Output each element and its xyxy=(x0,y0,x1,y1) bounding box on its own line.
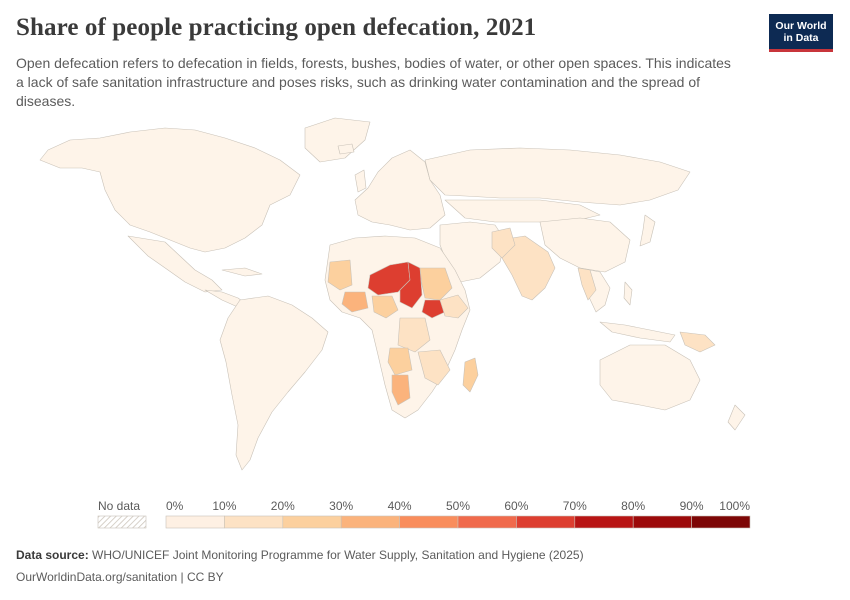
legend-tick-label-9: 90% xyxy=(680,499,704,513)
country-cuba[interactable] xyxy=(221,267,263,277)
chart-title: Share of people practicing open defecati… xyxy=(16,14,537,41)
country-new-zealand[interactable] xyxy=(727,404,746,431)
country-china[interactable] xyxy=(539,217,631,273)
country-iceland[interactable] xyxy=(337,143,355,155)
country-indonesia[interactable] xyxy=(599,321,676,343)
country-mexico[interactable] xyxy=(127,235,223,293)
legend-bin-7[interactable] xyxy=(574,515,634,529)
legend-tick-label-2: 20% xyxy=(271,499,295,513)
country-pakistan[interactable] xyxy=(491,227,516,259)
legend-tick-label-3: 30% xyxy=(329,499,353,513)
owid-logo[interactable]: Our World in Data xyxy=(769,14,833,52)
country-mauritania[interactable] xyxy=(327,259,353,291)
country-canada-usa[interactable] xyxy=(39,127,301,253)
country-west-africa[interactable] xyxy=(341,291,369,313)
country-australia[interactable] xyxy=(599,344,701,411)
legend-tick-label-10: 100% xyxy=(719,499,750,513)
country-ethiopia[interactable] xyxy=(439,294,469,319)
legend-no-data-swatch[interactable] xyxy=(97,515,147,529)
chart-subtitle: Open defecation refers to defecation in … xyxy=(16,55,731,109)
world-map xyxy=(39,117,746,471)
legend-tick-label-0: 0% xyxy=(166,499,184,513)
legend-bin-3[interactable] xyxy=(340,515,400,529)
data-source: Data source: WHO/UNICEF Joint Monitoring… xyxy=(16,548,584,562)
legend-bin-1[interactable] xyxy=(224,515,284,529)
country-india[interactable] xyxy=(499,235,556,301)
country-south-america[interactable] xyxy=(219,295,329,471)
country-south-sudan[interactable] xyxy=(421,299,446,319)
source-text[interactable]: WHO/UNICEF Joint Monitoring Programme fo… xyxy=(92,548,584,562)
country-mozambique-zambia[interactable] xyxy=(417,349,451,386)
legend-tick-label-8: 80% xyxy=(621,499,645,513)
country-uk[interactable] xyxy=(354,169,367,193)
country-philippines[interactable] xyxy=(623,281,633,306)
country-nigeria[interactable] xyxy=(371,295,399,319)
source-label: Data source: xyxy=(16,548,89,562)
legend-bin-5[interactable] xyxy=(457,515,517,529)
country-russia[interactable] xyxy=(424,147,691,206)
legend-bin-0[interactable] xyxy=(165,515,225,529)
license-link[interactable]: OurWorldinData.org/sanitation | CC BY xyxy=(16,570,224,584)
legend: No data 0% 10% 20% 30% 40% 50% 60% 70% 80% 90% 100… xyxy=(97,499,751,529)
country-madagascar[interactable] xyxy=(462,357,479,393)
legend-bin-8[interactable] xyxy=(632,515,692,529)
logo-line-2: in Data xyxy=(783,32,819,44)
legend-tick-label-6: 60% xyxy=(504,499,528,513)
legend-tick-label-5: 50% xyxy=(446,499,470,513)
country-namibia[interactable] xyxy=(391,374,411,406)
legend-no-data-label: No data xyxy=(98,499,140,513)
logo-line-1: Our World xyxy=(775,20,827,32)
legend-tick-label-1: 10% xyxy=(212,499,236,513)
legend-bin-4[interactable] xyxy=(399,515,459,529)
legend-tick-label-7: 70% xyxy=(563,499,587,513)
country-myanmar[interactable] xyxy=(577,267,597,301)
country-europe[interactable] xyxy=(354,149,446,231)
country-angola[interactable] xyxy=(387,347,413,376)
legend-bin-2[interactable] xyxy=(282,515,342,529)
country-papua-new-guinea[interactable] xyxy=(679,331,716,353)
country-drc[interactable] xyxy=(397,317,431,353)
country-greenland[interactable] xyxy=(304,117,371,163)
legend-tick-label-4: 40% xyxy=(388,499,412,513)
country-japan[interactable] xyxy=(639,214,656,247)
legend-bin-6[interactable] xyxy=(516,515,576,529)
legend-bin-9[interactable] xyxy=(691,515,751,529)
